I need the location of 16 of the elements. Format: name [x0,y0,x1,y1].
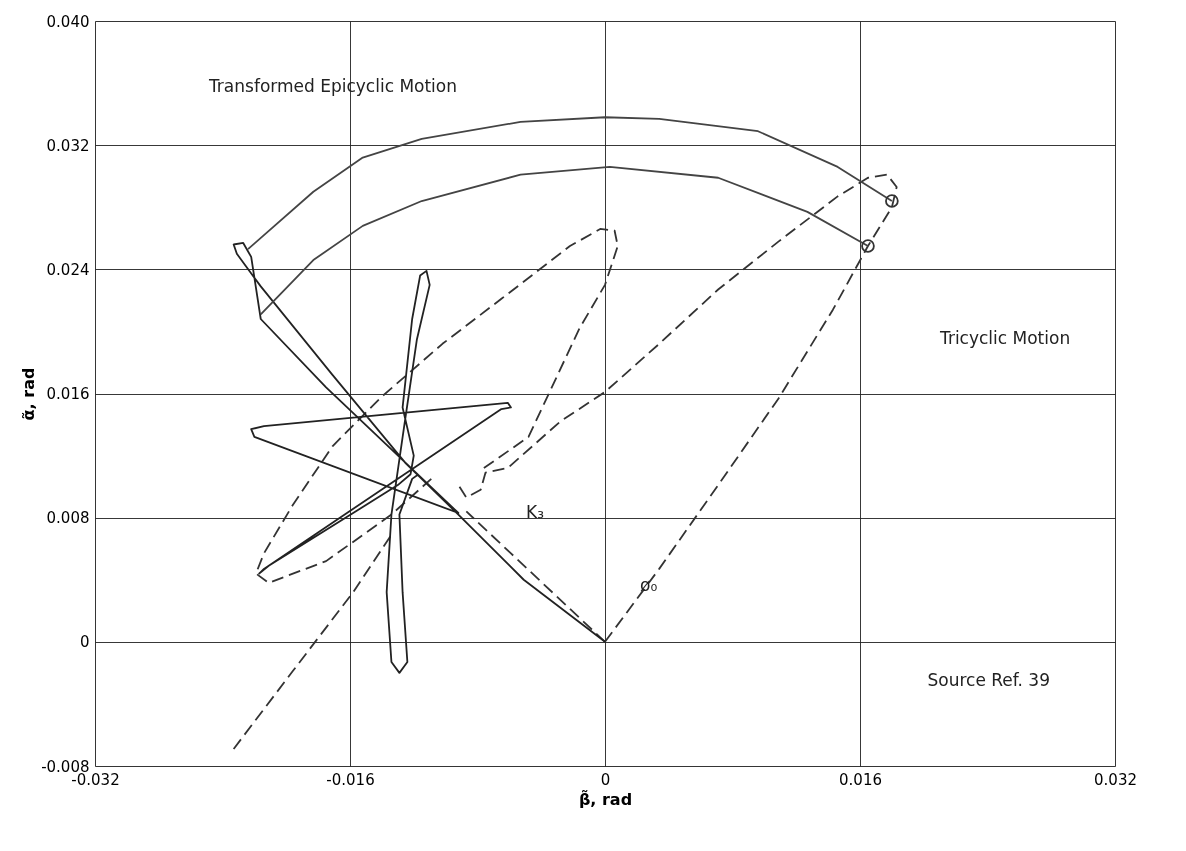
y-tick-label: 0.040 [46,12,90,31]
y-tick-label: 0.008 [46,509,90,528]
y-tick-label: 0.016 [46,385,90,403]
y-tick-label: 0.032 [46,136,90,155]
x-tick-label: -0.016 [326,770,375,789]
x-axis-title: β̃, rad [578,789,633,809]
annotation: ø₀ [640,575,658,595]
annotation: Source Ref. 39 [927,670,1050,690]
annotation: K₃ [526,502,544,522]
x-tick-label: 0.032 [1094,770,1137,789]
y-tick-label: 0.024 [46,260,90,279]
x-tick-label: 0 [600,770,611,789]
y-axis-title: α̃, rad [19,367,39,421]
x-tick-label: 0.016 [839,770,882,789]
y-tick-label: 0 [79,633,90,652]
annotation: Tricyclic Motion [939,328,1071,348]
